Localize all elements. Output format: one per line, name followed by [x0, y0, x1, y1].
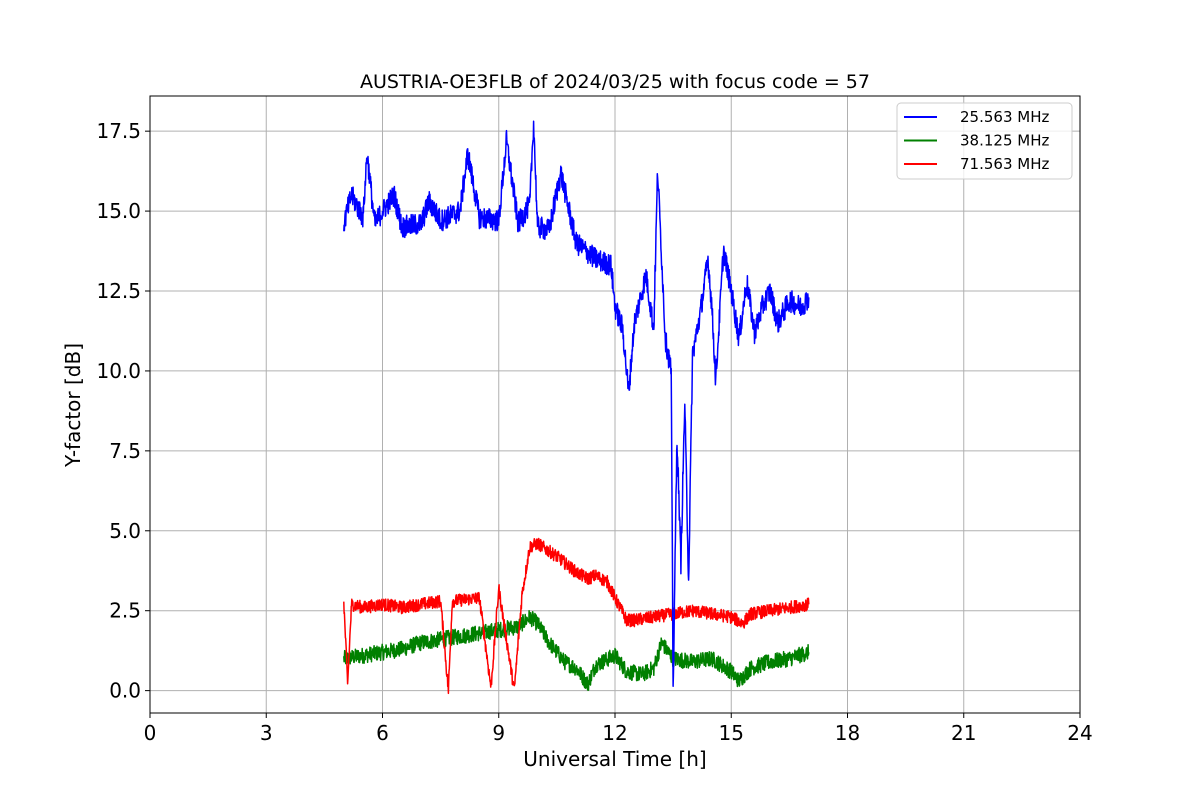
legend: 25.563 MHz 38.125 MHz 71.563 MHz: [896, 102, 1073, 180]
x-axis-label: Universal Time [h]: [523, 747, 706, 771]
legend-label-71-563: 71.563 MHz: [960, 155, 1049, 173]
x-tick-label: 3: [260, 721, 273, 745]
series-line-38-125: [343, 609, 810, 691]
y-tick-label: 2.5: [109, 599, 141, 623]
x-tick-label: 24: [1067, 721, 1092, 745]
series-line-25-563: [343, 120, 810, 688]
legend-box: [896, 102, 1073, 180]
y-tick-label: 0.0: [109, 679, 141, 703]
y-tick-label: 7.5: [109, 439, 141, 463]
legend-label-25-563: 25.563 MHz: [960, 108, 1049, 126]
x-axis: 0 3 6 9 12 15 18 21 24: [144, 713, 1093, 745]
x-tick-label: 18: [835, 721, 860, 745]
series-line-71-563: [343, 537, 810, 695]
y-axis: 0.0 2.5 5.0 7.5 10.0 12.5 15.0 17.5: [96, 119, 150, 703]
y-tick-label: 12.5: [96, 279, 141, 303]
y-axis-label: Y-factor [dB]: [61, 343, 85, 468]
x-tick-label: 0: [144, 721, 157, 745]
x-tick-label: 21: [951, 721, 976, 745]
y-tick-label: 10.0: [96, 359, 141, 383]
series-layer: [343, 120, 810, 695]
x-tick-label: 15: [719, 721, 744, 745]
y-tick-label: 5.0: [109, 519, 141, 543]
x-tick-label: 6: [376, 721, 389, 745]
x-tick-label: 9: [492, 721, 505, 745]
legend-label-38-125: 38.125 MHz: [960, 132, 1049, 150]
y-tick-label: 15.0: [96, 199, 141, 223]
x-tick-label: 12: [602, 721, 627, 745]
y-tick-label: 17.5: [96, 119, 141, 143]
chart-title: AUSTRIA-OE3FLB of 2024/03/25 with focus …: [360, 71, 870, 93]
